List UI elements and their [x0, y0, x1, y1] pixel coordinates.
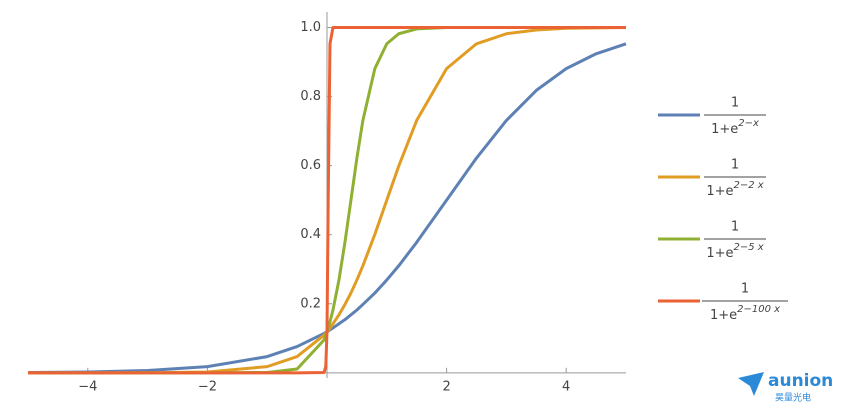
- legend-denominator-base: 1+e: [706, 184, 733, 199]
- legend-denominator: 1+e2−100 x: [710, 304, 780, 323]
- y-tick-label: 1.0: [300, 20, 321, 35]
- legend-denominator: 1+e2−5 x: [706, 242, 763, 261]
- x-tick-label: 4: [562, 379, 570, 394]
- legend-exponent: 2−2 x: [733, 180, 763, 191]
- y-tick-label: 0.8: [300, 89, 321, 104]
- watermark-text: aunion: [768, 371, 833, 391]
- y-tick-label: 0.2: [300, 296, 321, 311]
- x-tick-label: −4: [78, 379, 97, 394]
- series-line: [28, 26, 626, 375]
- watermark-icon: [738, 372, 764, 396]
- legend-numerator: 1: [731, 96, 739, 111]
- legend-denominator-base: 1+e: [706, 246, 733, 261]
- legend-exponent: 2−5 x: [733, 242, 763, 253]
- y-tick-label: 0.4: [300, 227, 321, 242]
- legend-denominator: 1+e2−x: [711, 118, 759, 137]
- legend-denominator-base: 1+e: [711, 122, 738, 137]
- watermark-subtext: 昊量光电: [775, 392, 811, 404]
- x-tick-label: 2: [442, 379, 450, 394]
- series-line: [27, 42, 627, 374]
- x-tick-label: −2: [198, 379, 217, 394]
- legend-exponent: 2−100 x: [737, 304, 780, 315]
- legend-denominator-base: 1+e: [710, 308, 737, 323]
- legend-exponent: 2−x: [738, 118, 759, 129]
- y-tick-label: 0.6: [300, 158, 321, 173]
- legend-numerator: 1: [741, 282, 749, 297]
- legend-numerator: 1: [731, 158, 739, 173]
- series-line: [28, 26, 627, 375]
- legend-denominator: 1+e2−2 x: [706, 180, 763, 199]
- watermark: aunion 昊量光电: [738, 371, 833, 404]
- legend-numerator: 1: [731, 220, 739, 235]
